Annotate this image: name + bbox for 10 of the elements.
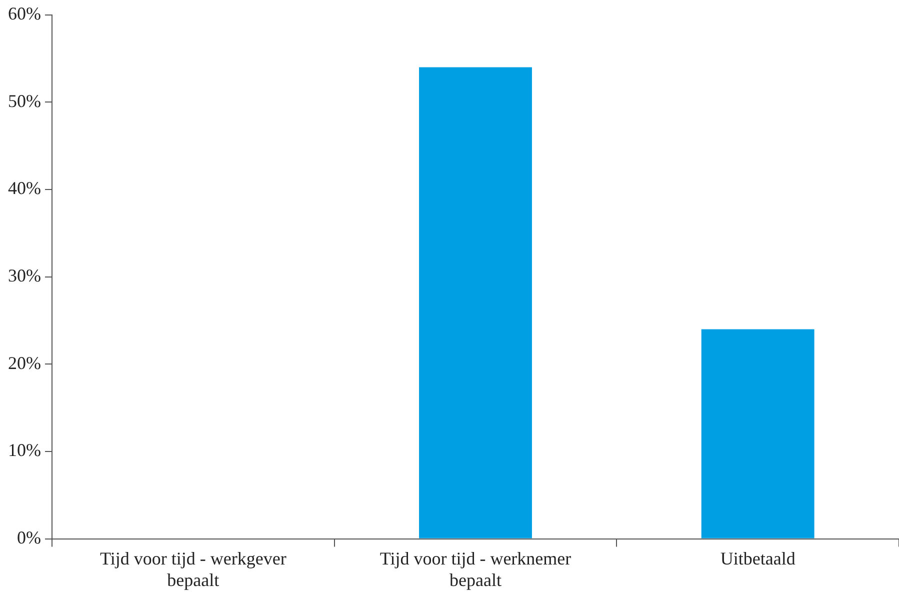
x-tick-label: Tijd voor tijd - werkgever bepaalt: [100, 548, 286, 590]
y-tick-label: 60%: [8, 4, 41, 24]
y-tick-label: 50%: [8, 90, 41, 111]
x-tick-label: Uitbetaald: [720, 548, 796, 568]
y-tick-label: 30%: [8, 266, 41, 286]
y-tick-label: 10%: [8, 440, 41, 460]
x-tick-label: Tijd voor tijd - werknemer bepaalt: [380, 548, 572, 590]
y-tick-label: 40%: [8, 178, 41, 198]
y-tick-label: 0%: [16, 528, 41, 548]
y-tick-label: 20%: [8, 352, 41, 373]
